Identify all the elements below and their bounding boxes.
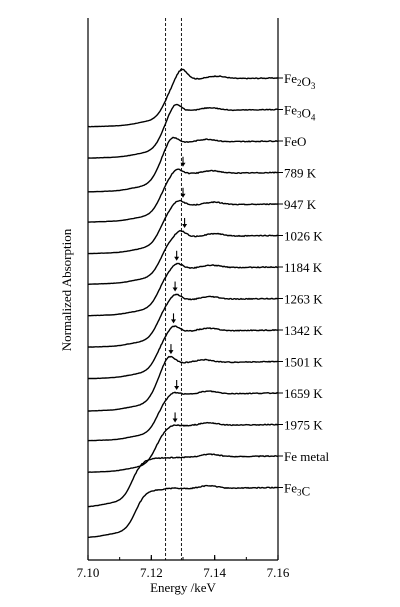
x-axis-title: Energy /keV: [150, 580, 216, 595]
spectrum-line: [88, 484, 278, 538]
spectrum-line: [88, 168, 279, 223]
series-label: 1184 K: [284, 260, 323, 275]
series-label: FeO: [284, 134, 306, 149]
x-ticks: 7.10 7.12 7.14 7.16: [77, 555, 290, 580]
spectra: [87, 68, 279, 538]
spectrum-line: [88, 421, 279, 473]
reference-lines: [165, 18, 182, 560]
spectrum-line: [88, 136, 279, 193]
spectrum-line: [87, 355, 278, 412]
series-label: 1342 K: [284, 323, 323, 338]
x-tick-label: 7.16: [267, 565, 290, 580]
y-axis-title: Normalized Absorption: [59, 228, 74, 351]
series-label: 1501 K: [284, 355, 323, 370]
series-label: 1263 K: [284, 292, 323, 307]
series-label: 1975 K: [284, 418, 323, 433]
spectrum-line: [87, 103, 279, 159]
peak-arrow-head: [174, 256, 180, 261]
series-label: 1026 K: [284, 229, 323, 244]
series-label: 947 K: [284, 197, 317, 212]
peak-arrow-head: [174, 386, 180, 391]
series-label: 789 K: [284, 166, 317, 181]
x-tick-label: 7.14: [203, 565, 226, 580]
spectrum-line: [87, 390, 279, 442]
peak-arrow-head: [180, 162, 186, 167]
series-label: 1659 K: [284, 386, 323, 401]
spectrum-line: [88, 68, 279, 128]
plot-frame: [87, 18, 279, 561]
spectrum-line: [87, 325, 279, 380]
spectrum-line: [87, 453, 279, 508]
peak-arrow-head: [172, 418, 178, 423]
series-label: Fe2O3: [284, 71, 316, 91]
peak-arrow-head: [172, 287, 178, 292]
peak-arrow-head: [168, 350, 174, 355]
peak-arrow-head: [180, 193, 186, 198]
series-label: Fe3O4: [284, 103, 316, 123]
peak-arrow-head: [171, 319, 176, 324]
series-label: Fe3C: [284, 481, 310, 499]
spectrum-line: [87, 199, 279, 255]
x-tick-label: 7.10: [77, 565, 100, 580]
spectrum-line: [87, 262, 279, 317]
x-tick-label: 7.12: [140, 565, 163, 580]
peak-arrows: [168, 156, 188, 423]
series-label: Fe metal: [284, 449, 330, 464]
peak-arrow-head: [182, 223, 188, 228]
spectrum-line: [87, 229, 279, 286]
spectrum-line: [87, 293, 279, 348]
series-labels: Fe2O3 Fe3O4 FeO 789 K 947 K 1026 K 1184 K 1263 …: [278, 71, 330, 499]
